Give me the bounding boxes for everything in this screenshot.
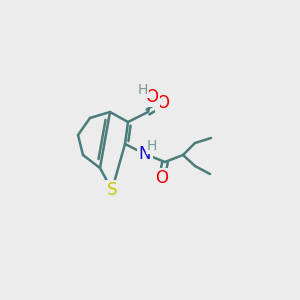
Text: O: O <box>146 88 158 106</box>
Text: H: H <box>138 83 148 97</box>
Text: O: O <box>157 94 169 112</box>
Text: S: S <box>107 181 117 199</box>
Text: N: N <box>139 145 151 163</box>
Text: H: H <box>147 139 157 153</box>
Text: O: O <box>155 169 169 187</box>
